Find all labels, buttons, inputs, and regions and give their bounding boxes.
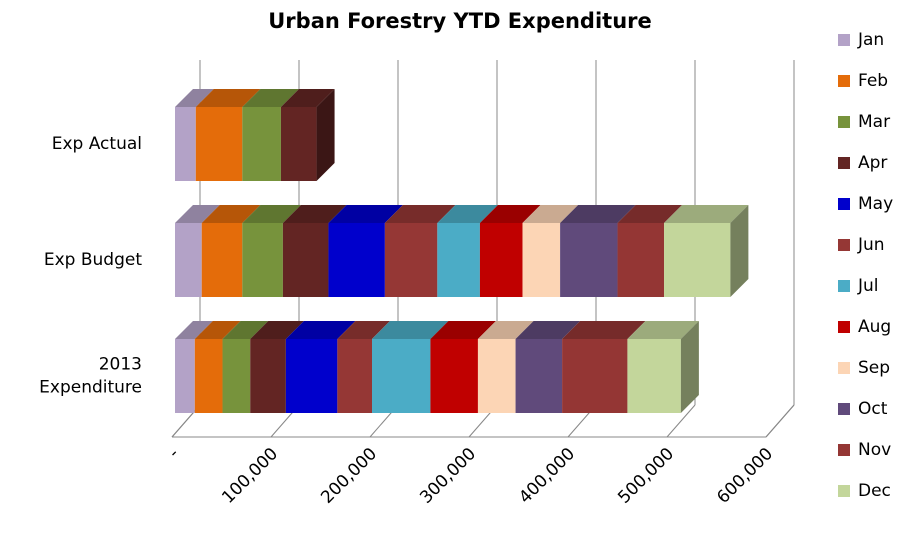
bar-top: [664, 205, 749, 223]
bar: [282, 223, 329, 297]
bar: [384, 223, 438, 297]
bar: [194, 339, 223, 413]
bar: [479, 223, 523, 297]
bar: [280, 107, 317, 181]
legend-swatch: [838, 444, 850, 456]
floor-line: [666, 404, 696, 438]
bar-top: [242, 89, 299, 107]
bar-top: [617, 205, 683, 223]
bar-top: [328, 205, 403, 223]
legend-label: Oct: [858, 399, 888, 419]
legend-swatch: [838, 239, 850, 251]
bar: [337, 339, 373, 413]
legend-swatch: [838, 198, 850, 210]
x-tick-label: 600,000: [713, 444, 777, 508]
legend-swatch: [838, 75, 850, 87]
bar-top: [522, 205, 579, 223]
legend-label: Jul: [857, 276, 879, 296]
legend-label: Mar: [858, 112, 890, 132]
bar-top: [195, 89, 261, 107]
bar-top: [562, 321, 646, 339]
bar: [195, 107, 243, 181]
bar-top: [430, 321, 496, 339]
legend-label: Dec: [858, 481, 891, 501]
bar: [250, 339, 286, 413]
bar-top: [282, 205, 347, 223]
legend-swatch: [838, 403, 850, 415]
bar-top: [479, 205, 541, 223]
bar: [562, 339, 628, 413]
legend-label: Feb: [858, 71, 888, 91]
bar: [437, 223, 480, 297]
bar: [328, 223, 385, 297]
bar: [175, 223, 202, 297]
bar: [175, 107, 196, 181]
chart-title: Urban Forestry YTD Expenditure: [268, 9, 652, 33]
bar: [477, 339, 516, 413]
y-tick-label: 2013 Expenditure: [39, 355, 142, 398]
legend-label: May: [858, 194, 893, 214]
legend-label: Sep: [858, 358, 890, 378]
bar: [201, 223, 243, 297]
y-tick-label: Exp Actual: [52, 134, 142, 154]
bar: [372, 339, 431, 413]
bar-top: [175, 321, 213, 339]
legend-swatch: [838, 321, 850, 333]
legend-label: Jun: [857, 235, 885, 255]
x-tick-label: -: [165, 444, 183, 462]
bar-top: [175, 89, 214, 107]
bar: [664, 223, 731, 297]
bar-top: [515, 321, 581, 339]
x-tick-label: 300,000: [416, 444, 480, 508]
legend-swatch: [838, 280, 850, 292]
legend-label: Apr: [858, 153, 887, 173]
x-tick-label: 500,000: [614, 444, 678, 508]
bar-top: [372, 321, 449, 339]
bar-top: [560, 205, 636, 223]
legend-label: Aug: [858, 317, 891, 337]
bar: [617, 223, 665, 297]
legend-swatch: [838, 157, 850, 169]
floor-line: [765, 404, 795, 438]
bar-top: [437, 205, 498, 223]
x-tick-label: 400,000: [515, 444, 579, 508]
bar-top: [280, 89, 335, 107]
legend-swatch: [838, 116, 850, 128]
bar: [430, 339, 478, 413]
bar-top: [477, 321, 534, 339]
bar: [285, 339, 338, 413]
bar: [242, 223, 283, 297]
bar: [222, 339, 251, 413]
bar-top: [384, 205, 456, 223]
bar: [242, 107, 281, 181]
bar-top: [250, 321, 304, 339]
bar-top: [175, 205, 220, 223]
bar-top: [337, 321, 391, 339]
bar: [627, 339, 681, 413]
bar: [175, 339, 195, 413]
y-tick-label: Exp Budget: [44, 250, 142, 270]
legend-swatch: [838, 34, 850, 46]
legend-swatch: [838, 362, 850, 374]
bar: [522, 223, 561, 297]
bar-top: [627, 321, 699, 339]
bar-top: [222, 321, 269, 339]
x-tick-label: 100,000: [218, 444, 282, 508]
legend-label: Nov: [858, 440, 891, 460]
bar-side: [680, 321, 699, 413]
bar: [515, 339, 563, 413]
bar-top: [242, 205, 301, 223]
bar: [560, 223, 618, 297]
legend-label: Jan: [857, 30, 884, 50]
bar-top: [201, 205, 261, 223]
bar-top: [194, 321, 241, 339]
legend-swatch: [838, 485, 850, 497]
x-tick-label: 200,000: [317, 444, 381, 508]
bar-side: [316, 89, 335, 181]
bar-side: [730, 205, 749, 297]
bar-top: [285, 321, 356, 339]
